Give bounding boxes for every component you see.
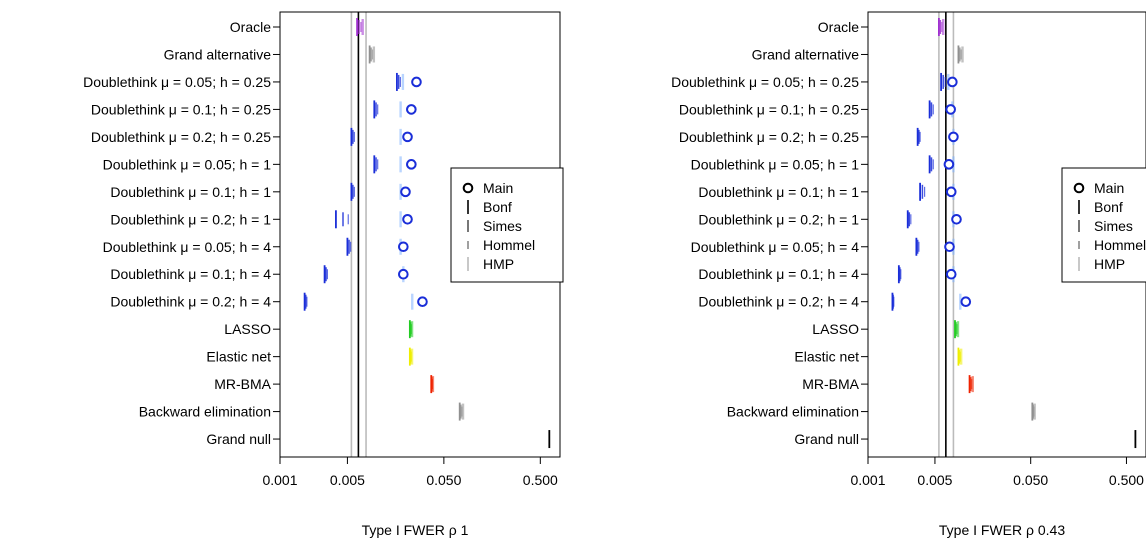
main-point (960, 296, 972, 308)
y-tick-label: Doublethink μ = 0.1; h = 4 (698, 266, 859, 282)
main-point (951, 213, 962, 225)
x-tick-label: 0.050 (1013, 472, 1048, 488)
x-tick-label: 0.001 (850, 472, 885, 488)
y-tick-label: Doublethink μ = 0.1; h = 0.25 (679, 101, 859, 117)
legend-label: Hommel (1094, 237, 1146, 253)
y-tick-label: Doublethink μ = 0.2; h = 1 (698, 211, 859, 227)
main-point (398, 241, 409, 253)
main-point (400, 186, 411, 198)
y-tick-label: Doublethink μ = 0.05; h = 1 (103, 156, 272, 172)
main-point (402, 131, 413, 143)
y-tick-label: Doublethink μ = 0.1; h = 4 (110, 266, 271, 282)
y-tick-label: Doublethink μ = 0.2; h = 0.25 (91, 129, 271, 145)
y-tick-label: Doublethink μ = 0.05; h = 0.25 (83, 74, 271, 90)
y-tick-label: Doublethink μ = 0.05; h = 4 (103, 239, 272, 255)
x-axis-label: Type I FWER ρ 0.43 (939, 522, 1065, 538)
y-tick-label: MR-BMA (214, 376, 271, 392)
y-tick-label: Grand null (206, 431, 271, 447)
legend-label: HMP (1094, 256, 1125, 272)
y-tick-label: LASSO (224, 321, 271, 337)
main-point (944, 241, 955, 253)
main-point (948, 131, 959, 143)
legend-label: Simes (483, 218, 522, 234)
main-point (406, 159, 417, 170)
y-tick-label: Oracle (818, 19, 859, 35)
y-tick-label: Doublethink μ = 0.2; h = 1 (110, 211, 271, 227)
x-tick-label: 0.500 (523, 472, 558, 488)
y-tick-label: Grand null (794, 431, 859, 447)
legend-label: Bonf (483, 199, 512, 215)
main-point (398, 268, 409, 280)
main-point (947, 76, 958, 88)
y-tick-label: Doublethink μ = 0.2; h = 4 (698, 294, 859, 310)
main-point (945, 104, 956, 115)
y-tick-label: Doublethink μ = 0.05; h = 1 (691, 156, 860, 172)
main-point (402, 213, 413, 225)
main-point (411, 76, 422, 88)
y-tick-label: Elastic net (794, 349, 859, 365)
y-tick-label: Backward elimination (139, 404, 271, 420)
legend-symbol-main (462, 182, 474, 194)
legend-label: Hommel (483, 237, 535, 253)
y-tick-label: Oracle (230, 19, 271, 35)
legend-symbol-main (1073, 182, 1085, 194)
legend-label: Simes (1094, 218, 1133, 234)
y-tick-label: Backward elimination (727, 404, 859, 420)
x-tick-label: 0.005 (917, 472, 952, 488)
x-tick-label: 0.500 (1109, 472, 1144, 488)
y-tick-label: Doublethink μ = 0.2; h = 0.25 (679, 129, 859, 145)
y-tick-label: Doublethink μ = 0.2; h = 4 (110, 294, 271, 310)
y-tick-label: LASSO (812, 321, 859, 337)
y-tick-label: Doublethink μ = 0.1; h = 1 (110, 184, 271, 200)
main-point (417, 296, 428, 308)
y-tick-label: Doublethink μ = 0.1; h = 0.25 (91, 101, 271, 117)
x-tick-label: 0.001 (262, 472, 297, 488)
y-tick-label: Doublethink μ = 0.05; h = 0.25 (671, 74, 859, 90)
main-point (945, 268, 957, 280)
y-tick-label: Doublethink μ = 0.05; h = 4 (691, 239, 860, 255)
chart-panel-2: Oracle Grand alternative Doublethink μ = 0… (671, 11, 1146, 538)
y-tick-label: Grand alternative (752, 46, 860, 62)
legend-label: Main (483, 180, 513, 196)
y-tick-label: Elastic net (206, 349, 271, 365)
y-tick-label: Doublethink μ = 0.1; h = 1 (698, 184, 859, 200)
legend-label: Bonf (1094, 199, 1123, 215)
main-point (406, 104, 417, 115)
chart-panel-1: Oracle Grand alternative Doublethink μ = 0… (83, 11, 564, 538)
y-tick-label: Grand alternative (164, 46, 272, 62)
legend-label: Main (1094, 180, 1124, 196)
x-axis-label: Type I FWER ρ 1 (362, 522, 469, 538)
legend-label: HMP (483, 256, 514, 272)
main-point (943, 159, 955, 170)
x-tick-label: 0.005 (330, 472, 365, 488)
main-point (945, 186, 957, 198)
y-tick-label: MR-BMA (802, 376, 859, 392)
x-tick-label: 0.050 (426, 472, 461, 488)
